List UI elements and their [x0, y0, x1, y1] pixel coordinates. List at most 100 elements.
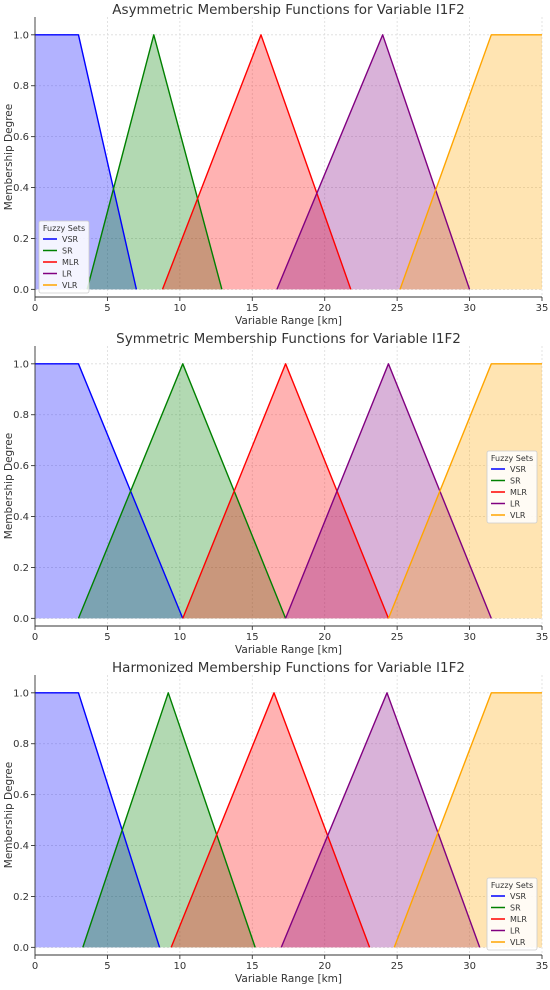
legend-label-mlr: MLR [510, 915, 527, 924]
area-vsr [35, 692, 160, 948]
area-sr [82, 692, 256, 948]
y-tick-label: 0.2 [13, 563, 29, 574]
legend-title: Fuzzy Sets [491, 881, 533, 890]
legend-label-vsr: VSR [510, 892, 527, 901]
area-vsr [35, 363, 183, 619]
x-tick-label: 0 [32, 632, 38, 643]
y-tick-label: 1.0 [13, 30, 29, 41]
y-axis-label: Membership Degree [3, 762, 15, 868]
legend-label-vsr: VSR [510, 465, 527, 474]
legend-label-sr: SR [510, 477, 521, 486]
chart-panel-2: 0 5 10 15 20 25 30 35 0.0 0.2 0.4 0.6 0.8 1.0 Symmetri… [3, 331, 548, 656]
series-line-vlr [399, 34, 542, 290]
x-tick-label: 20 [318, 632, 331, 643]
legend-label-mlr: MLR [510, 488, 527, 497]
series-line-sr [77, 363, 287, 619]
legend: Fuzzy Sets VSR SR MLR LR VLR [38, 220, 90, 294]
x-tick-label: 10 [173, 632, 186, 643]
x-tick-label: 25 [391, 961, 404, 972]
y-axis-label: Membership Degree [3, 433, 15, 539]
legend-label-lr: LR [510, 927, 520, 936]
y-tick-label: 0.6 [13, 132, 29, 143]
chart-panel-1: 0 5 10 15 20 25 30 35 0.0 0.2 0.4 0.6 0.8 1.0 Asymmetr… [3, 2, 548, 327]
series-line-vsr [35, 692, 161, 948]
series-line-sr [82, 692, 256, 948]
x-axis-label: Variable Range [km] [235, 315, 342, 327]
series-line-lr [284, 363, 492, 619]
x-tick-label: 20 [318, 961, 331, 972]
series-line-mlr [170, 692, 371, 948]
x-tick-label: 30 [463, 961, 476, 972]
y-tick-label: 0.8 [13, 739, 29, 750]
y-tick-label: 0.6 [13, 461, 29, 472]
series-line-vlr [387, 363, 542, 619]
x-axis-label: Variable Range [km] [235, 644, 342, 656]
series-line-vsr [35, 363, 184, 619]
area-lr [276, 34, 470, 290]
area-vlr [388, 363, 542, 619]
x-tick-label: 35 [536, 303, 549, 314]
x-tick-label: 5 [104, 632, 110, 643]
y-tick-label: 0.0 [13, 285, 29, 296]
y-tick-label: 0.6 [13, 790, 29, 801]
area-lr [281, 692, 480, 948]
legend-label-lr: LR [510, 500, 520, 509]
legend-label-vsr: VSR [62, 235, 79, 244]
legend-label-lr: LR [62, 270, 72, 279]
y-tick-label: 1.0 [13, 359, 29, 370]
series-line-sr [86, 34, 223, 290]
area-vlr [400, 34, 542, 290]
y-tick-label: 0.8 [13, 410, 29, 421]
legend-label-mlr: MLR [62, 258, 79, 267]
legend-label-vlr: VLR [510, 511, 526, 520]
y-axis-label: Membership Degree [3, 104, 15, 210]
area-sr [87, 34, 222, 290]
x-tick-label: 15 [246, 961, 259, 972]
legend-label-sr: SR [510, 904, 521, 913]
y-tick-label: 0.4 [13, 183, 29, 194]
series-line-mlr [182, 363, 390, 619]
area-mlr [182, 363, 389, 619]
y-tick-label: 0.0 [13, 614, 29, 625]
chart-panel-3: 0 5 10 15 20 25 30 35 0.0 0.2 0.4 0.6 0.8 1.0 Harmoniz… [3, 660, 548, 985]
x-tick-label: 30 [463, 632, 476, 643]
y-tick-label: 0.0 [13, 943, 29, 954]
series-line-vsr [35, 34, 138, 290]
x-tick-label: 25 [391, 303, 404, 314]
legend-label-sr: SR [62, 247, 73, 256]
x-tick-label: 0 [32, 961, 38, 972]
y-tick-label: 0.4 [13, 512, 29, 523]
legend: Fuzzy Sets VSR SR MLR LR VLR [486, 877, 538, 951]
y-tick-label: 0.4 [13, 841, 29, 852]
legend-title: Fuzzy Sets [491, 454, 533, 463]
chart-title: Symmetric Membership Functions for Varia… [116, 331, 461, 347]
x-tick-label: 15 [246, 303, 259, 314]
x-axis-label: Variable Range [km] [235, 973, 342, 985]
x-tick-label: 35 [536, 632, 549, 643]
x-tick-label: 0 [32, 303, 38, 314]
series-line-lr [276, 34, 471, 290]
series-line-mlr [161, 34, 352, 290]
x-tick-label: 10 [173, 303, 186, 314]
x-tick-label: 10 [173, 961, 186, 972]
x-tick-label: 35 [536, 961, 549, 972]
series-line-vlr [393, 692, 542, 948]
x-tick-label: 20 [318, 303, 331, 314]
legend-label-vlr: VLR [62, 281, 78, 290]
x-tick-label: 5 [104, 303, 110, 314]
chart-title: Asymmetric Membership Functions for Vari… [112, 2, 464, 18]
legend-title: Fuzzy Sets [43, 224, 85, 233]
y-tick-label: 1.0 [13, 688, 29, 699]
area-mlr [171, 692, 370, 948]
area-sr [78, 363, 286, 619]
y-tick-label: 0.2 [13, 892, 29, 903]
chart-title: Harmonized Membership Functions for Vari… [112, 660, 465, 676]
x-tick-label: 25 [391, 632, 404, 643]
x-tick-label: 30 [463, 303, 476, 314]
series-line-lr [280, 692, 481, 948]
area-lr [285, 363, 492, 619]
legend-label-vlr: VLR [510, 938, 526, 947]
x-tick-label: 5 [104, 961, 110, 972]
